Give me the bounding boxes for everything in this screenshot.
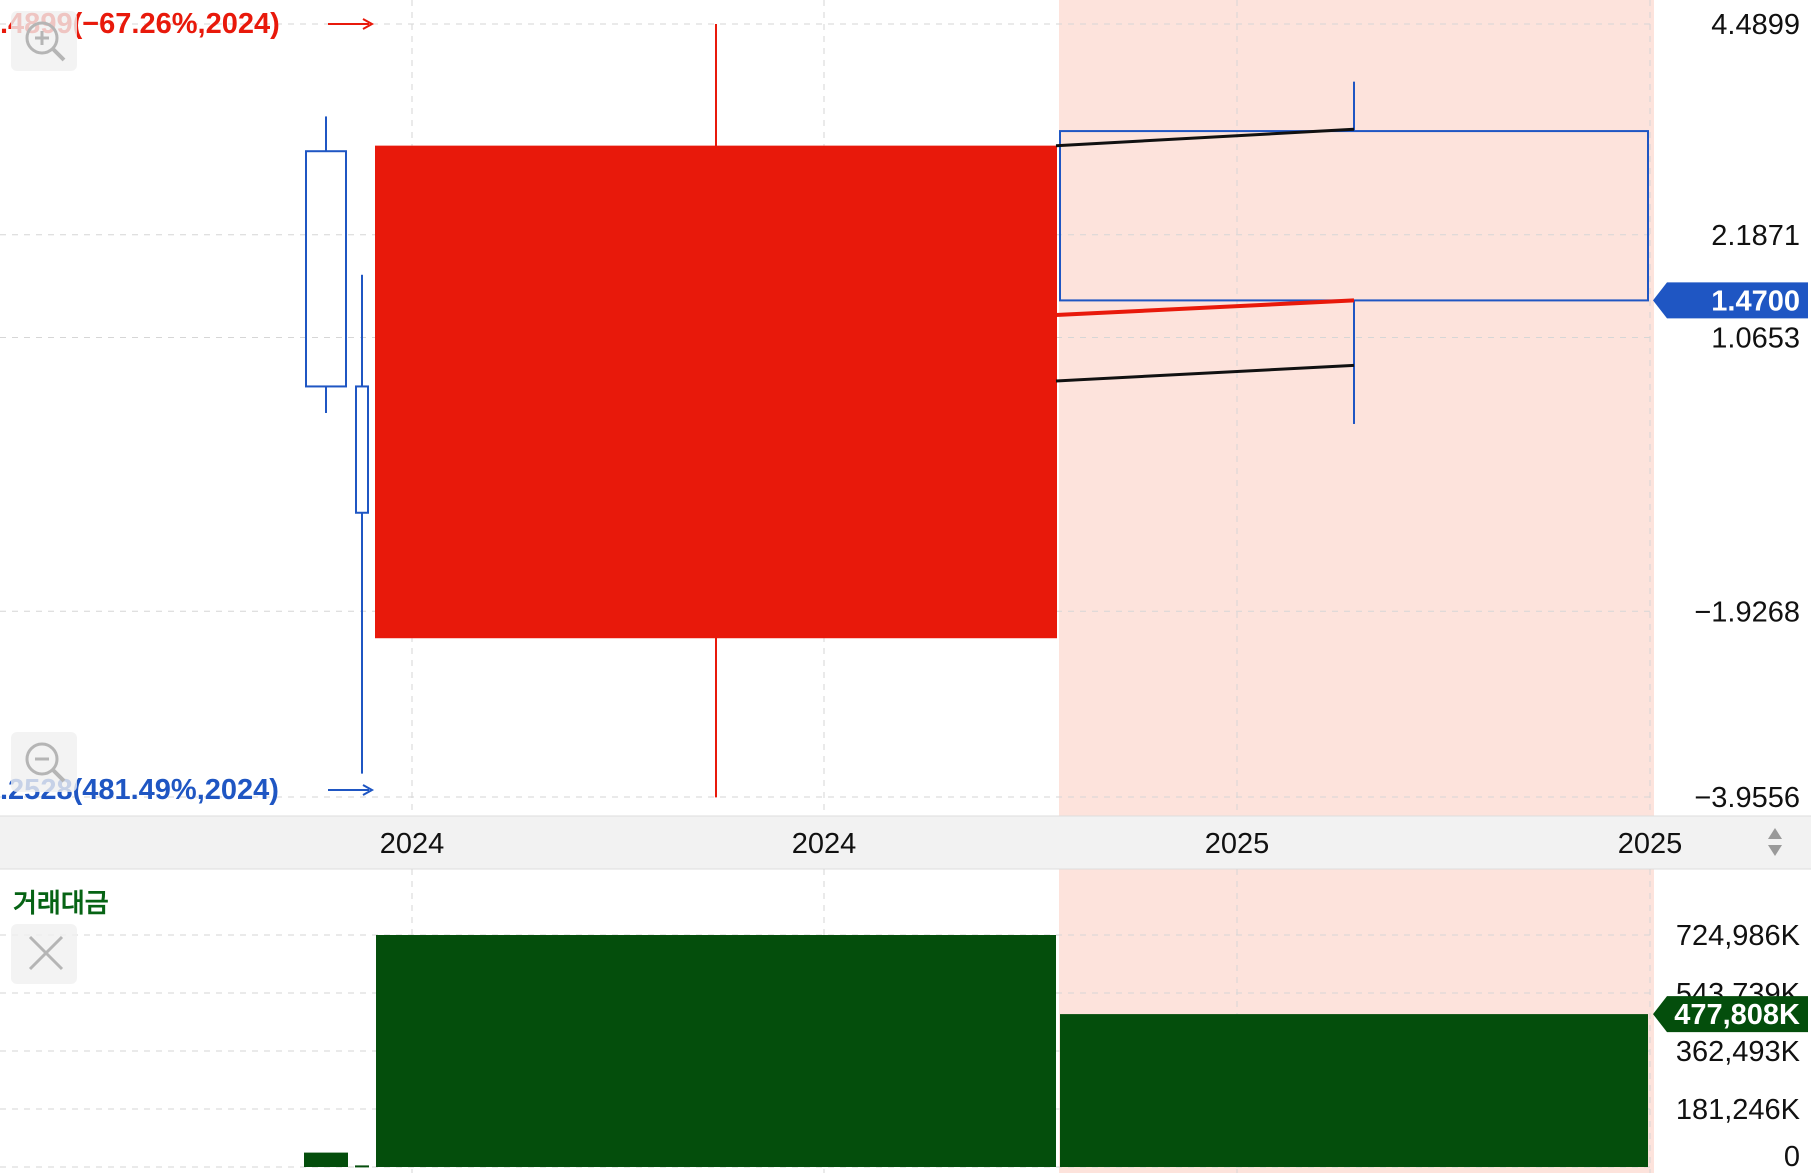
max-arrow-head — [362, 18, 375, 30]
time-tick-label: 2024 — [792, 828, 857, 860]
volume-bar — [304, 1152, 348, 1167]
trend-lines — [1055, 127, 1355, 383]
trend-line — [1055, 363, 1355, 383]
current-volume-badge: 477,808K — [1653, 996, 1808, 1033]
candle-body — [375, 145, 1057, 639]
current-price-badge: 1.4700 — [1653, 282, 1808, 319]
candle-body — [305, 150, 347, 388]
volume-tick-label: 724,986K — [1676, 920, 1801, 952]
time-tick-label: 2024 — [380, 828, 445, 860]
volume-tick-label: 181,246K — [1676, 1094, 1801, 1126]
price-tick-label: 1.0653 — [1711, 322, 1800, 354]
volume-bar — [1060, 1014, 1648, 1167]
candle — [375, 23, 1057, 798]
close-icon — [28, 935, 64, 971]
price-tick-label: −3.9556 — [1694, 782, 1800, 814]
price-tick-label: 4.4899 — [1711, 9, 1800, 41]
scroll-arrows-icon — [1768, 828, 1782, 856]
forecast-shaded-region — [1059, 0, 1654, 816]
x-axis-bar — [0, 816, 1811, 869]
volume-tick-label: 362,493K — [1676, 1036, 1801, 1068]
zoom-out-icon — [25, 742, 66, 783]
zoom-in-icon — [25, 21, 66, 62]
volume-series — [304, 935, 1648, 1168]
price-axis: 4.4899 2.1871 1.0653 −1.9268 −3.9556 — [1694, 9, 1800, 814]
min-arrow-head — [362, 784, 375, 796]
zoom-out-button-bg — [11, 732, 77, 792]
time-tick-label: 2025 — [1205, 828, 1270, 860]
zoom-in-button[interactable] — [11, 11, 77, 71]
price-tick-label: 2.1871 — [1711, 220, 1800, 252]
price-tick-label: −1.9268 — [1694, 596, 1800, 628]
close-volume-panel-button[interactable] — [11, 924, 77, 984]
price-series — [305, 23, 1649, 798]
axis-scroll-control[interactable] — [1768, 828, 1782, 856]
current-price-marker — [1653, 282, 1808, 319]
volume-bar — [355, 1165, 369, 1168]
zoom-in-button-bg — [11, 11, 77, 71]
current-volume-label: 477,808K — [1674, 999, 1800, 1031]
volume-bar — [376, 935, 1056, 1167]
current-price-label: 1.4700 — [1711, 285, 1800, 317]
time-tick-label: 2025 — [1618, 828, 1683, 860]
current-volume-marker — [1653, 996, 1808, 1033]
volume-tick-label: 0 — [1784, 1141, 1800, 1173]
trend-line — [1055, 127, 1355, 148]
volume-panel-title: 거래대금 — [13, 888, 109, 918]
candle — [305, 116, 347, 413]
time-axis[interactable]: 2024 2024 2025 2025 — [380, 828, 1683, 860]
zoom-out-button[interactable] — [11, 732, 77, 792]
trend-line — [1055, 298, 1355, 318]
candle — [355, 274, 369, 774]
candle-body — [355, 385, 369, 514]
